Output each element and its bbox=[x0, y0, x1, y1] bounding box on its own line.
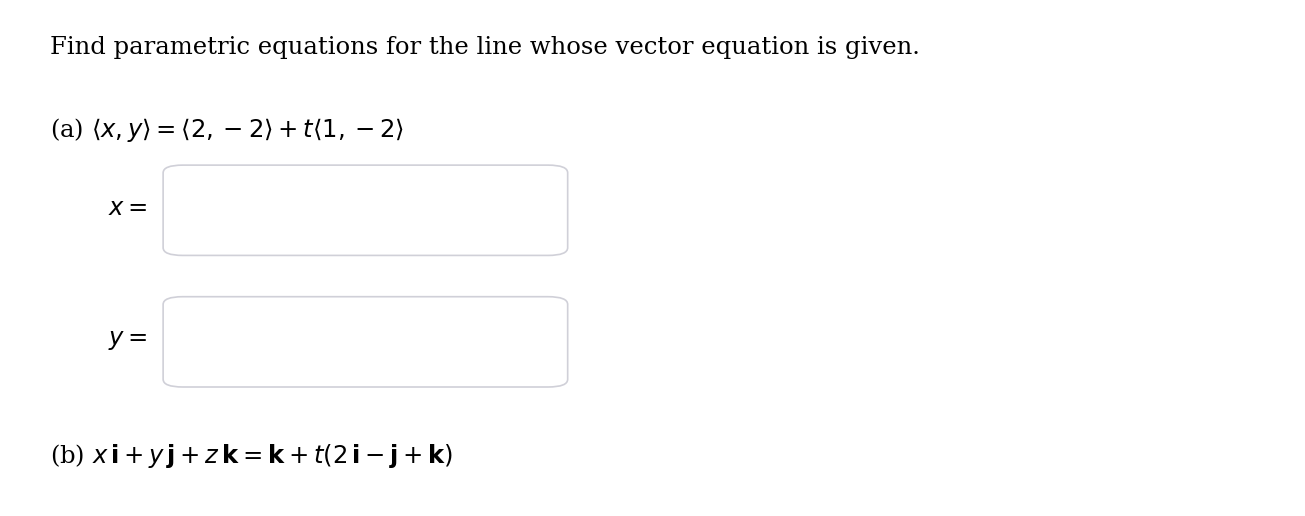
Text: Find parametric equations for the line whose vector equation is given.: Find parametric equations for the line w… bbox=[50, 36, 920, 59]
Text: (b) $x\,\mathbf{i} + y\,\mathbf{j} + z\,\mathbf{k} = \mathbf{k} + t(2\,\mathbf{i: (b) $x\,\mathbf{i} + y\,\mathbf{j} + z\,… bbox=[50, 442, 453, 470]
Text: $y =$: $y =$ bbox=[108, 329, 147, 352]
Text: $x =$: $x =$ bbox=[108, 198, 147, 220]
FancyBboxPatch shape bbox=[163, 297, 568, 387]
FancyBboxPatch shape bbox=[163, 165, 568, 255]
Text: (a) $\langle x, y\rangle = \langle 2, -2\rangle + t\langle 1, -2\rangle$: (a) $\langle x, y\rangle = \langle 2, -2… bbox=[50, 116, 403, 144]
